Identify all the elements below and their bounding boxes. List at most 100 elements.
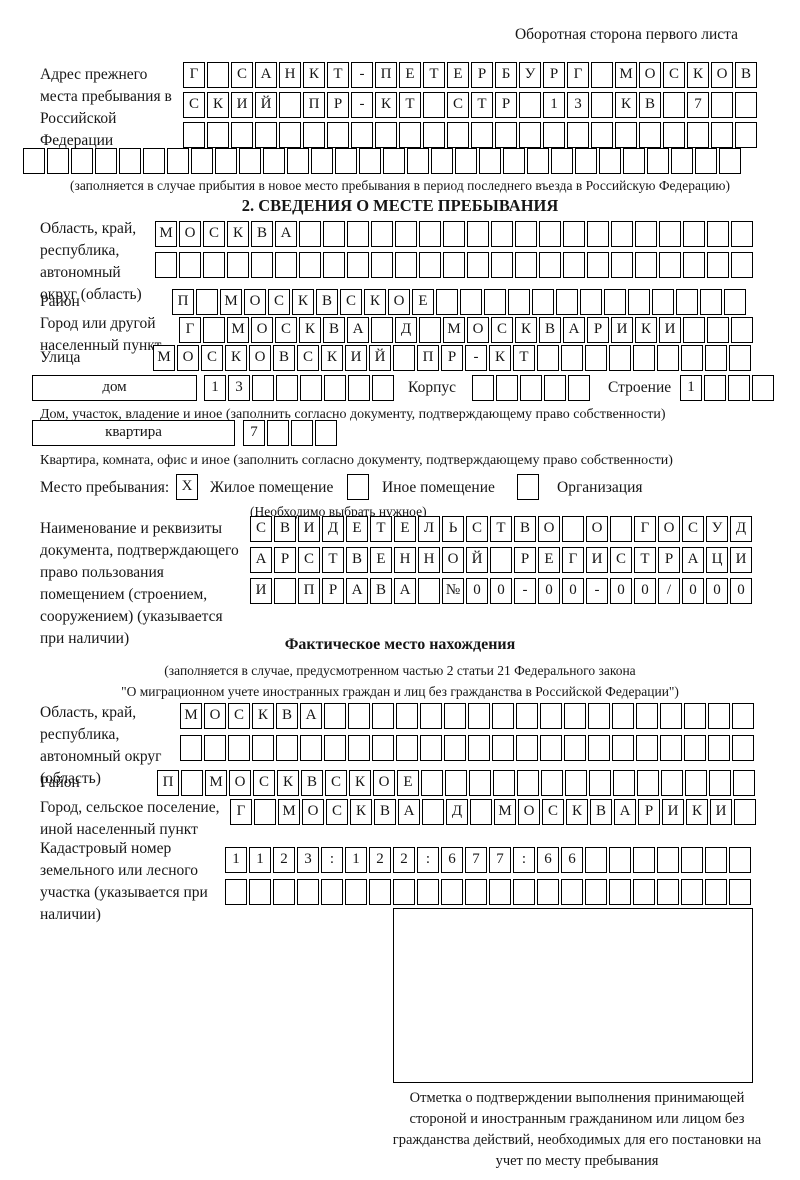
char-cell[interactable]: В xyxy=(273,345,295,371)
char-cell[interactable] xyxy=(468,735,490,761)
char-cell[interactable]: И xyxy=(659,317,681,343)
char-cell[interactable]: О xyxy=(373,770,395,796)
char-cell[interactable]: К xyxy=(299,317,321,343)
char-cell[interactable] xyxy=(327,122,349,148)
char-cell[interactable]: А xyxy=(275,221,297,247)
char-cell[interactable] xyxy=(469,770,491,796)
char-cell[interactable] xyxy=(441,879,463,905)
char-cell[interactable] xyxy=(300,735,322,761)
char-cell[interactable] xyxy=(215,148,237,174)
char-cell[interactable]: А xyxy=(346,578,368,604)
char-cell[interactable]: К xyxy=(207,92,229,118)
char-cell[interactable] xyxy=(633,879,655,905)
char-cell[interactable]: С xyxy=(466,516,488,542)
char-cell[interactable]: Н xyxy=(394,547,416,573)
char-cell[interactable] xyxy=(207,122,229,148)
char-cell[interactable] xyxy=(203,317,225,343)
char-cell[interactable] xyxy=(143,148,165,174)
char-cell[interactable] xyxy=(567,122,589,148)
char-cell[interactable]: 0 xyxy=(634,578,656,604)
char-cell[interactable] xyxy=(732,735,754,761)
char-cell[interactable] xyxy=(371,317,393,343)
char-cell[interactable]: И xyxy=(298,516,320,542)
char-cell[interactable]: : xyxy=(321,847,343,873)
char-cell[interactable] xyxy=(297,879,319,905)
char-cell[interactable] xyxy=(676,289,698,315)
char-cell[interactable]: И xyxy=(662,799,684,825)
char-cell[interactable]: Т xyxy=(490,516,512,542)
char-cell[interactable] xyxy=(493,770,515,796)
char-cell[interactable] xyxy=(472,375,494,401)
char-cell[interactable]: № xyxy=(442,578,464,604)
char-cell[interactable]: Ь xyxy=(442,516,464,542)
char-cell[interactable] xyxy=(561,345,583,371)
char-cell[interactable]: К xyxy=(349,770,371,796)
char-cell[interactable] xyxy=(95,148,117,174)
char-cell[interactable]: П xyxy=(157,770,179,796)
char-cell[interactable] xyxy=(203,252,225,278)
char-cell[interactable] xyxy=(228,735,250,761)
char-cell[interactable] xyxy=(633,345,655,371)
char-cell[interactable] xyxy=(564,703,586,729)
char-cell[interactable]: А xyxy=(398,799,420,825)
char-cell[interactable]: С xyxy=(491,317,513,343)
char-cell[interactable]: С xyxy=(275,317,297,343)
char-cell[interactable]: Е xyxy=(397,770,419,796)
char-cell[interactable] xyxy=(324,735,346,761)
char-cell[interactable] xyxy=(711,92,733,118)
char-cell[interactable] xyxy=(479,148,501,174)
char-cell[interactable] xyxy=(661,770,683,796)
char-cell[interactable]: 0 xyxy=(730,578,752,604)
char-cell[interactable]: Г xyxy=(634,516,656,542)
char-cell[interactable]: 0 xyxy=(706,578,728,604)
char-cell[interactable]: С xyxy=(297,345,319,371)
char-cell[interactable] xyxy=(276,735,298,761)
char-cell[interactable]: : xyxy=(417,847,439,873)
char-cell[interactable]: С xyxy=(325,770,347,796)
char-cell[interactable] xyxy=(707,317,729,343)
char-cell[interactable] xyxy=(604,289,626,315)
char-cell[interactable] xyxy=(683,252,705,278)
char-cell[interactable] xyxy=(155,252,177,278)
char-cell[interactable] xyxy=(657,345,679,371)
char-cell[interactable]: М xyxy=(205,770,227,796)
char-cell[interactable]: 2 xyxy=(273,847,295,873)
char-cell[interactable]: Е xyxy=(346,516,368,542)
char-cell[interactable] xyxy=(683,221,705,247)
char-cell[interactable]: М xyxy=(494,799,516,825)
char-cell[interactable]: Р xyxy=(274,547,296,573)
char-cell[interactable] xyxy=(396,703,418,729)
char-cell[interactable] xyxy=(299,221,321,247)
char-cell[interactable] xyxy=(708,735,730,761)
char-cell[interactable]: Т xyxy=(322,547,344,573)
char-cell[interactable]: Е xyxy=(370,547,392,573)
char-cell[interactable] xyxy=(660,703,682,729)
char-cell[interactable]: С xyxy=(203,221,225,247)
char-cell[interactable]: 3 xyxy=(567,92,589,118)
char-cell[interactable] xyxy=(279,122,301,148)
char-cell[interactable] xyxy=(585,847,607,873)
char-cell[interactable] xyxy=(287,148,309,174)
char-cell[interactable] xyxy=(671,148,693,174)
char-cell[interactable] xyxy=(565,770,587,796)
char-cell[interactable]: А xyxy=(614,799,636,825)
char-cell[interactable] xyxy=(348,735,370,761)
char-cell[interactable]: Р xyxy=(495,92,517,118)
char-cell[interactable]: О xyxy=(388,289,410,315)
char-cell[interactable] xyxy=(443,252,465,278)
char-cell[interactable] xyxy=(399,122,421,148)
char-cell[interactable]: - xyxy=(351,92,373,118)
char-cell[interactable] xyxy=(537,879,559,905)
char-cell[interactable]: К xyxy=(375,92,397,118)
char-cell[interactable] xyxy=(252,735,274,761)
char-cell[interactable] xyxy=(589,770,611,796)
char-cell[interactable] xyxy=(540,735,562,761)
char-cell[interactable]: П xyxy=(417,345,439,371)
char-cell[interactable]: А xyxy=(250,547,272,573)
char-cell[interactable] xyxy=(711,122,733,148)
char-cell[interactable]: С xyxy=(663,62,685,88)
char-cell[interactable]: К xyxy=(615,92,637,118)
char-cell[interactable]: - xyxy=(351,62,373,88)
char-cell[interactable] xyxy=(684,735,706,761)
char-cell[interactable] xyxy=(563,221,585,247)
